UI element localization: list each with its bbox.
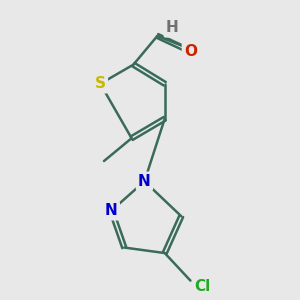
Text: N: N: [105, 203, 118, 218]
Text: S: S: [95, 76, 106, 91]
Text: H: H: [166, 20, 178, 35]
Text: O: O: [184, 44, 197, 59]
Text: Cl: Cl: [194, 279, 210, 294]
Text: N: N: [138, 174, 151, 189]
